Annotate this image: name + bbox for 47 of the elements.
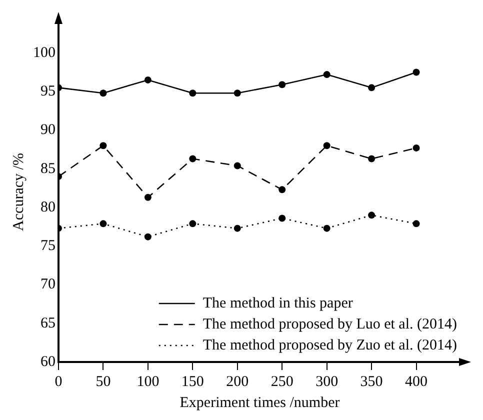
y-tick-label: 85	[40, 160, 56, 177]
point	[412, 144, 420, 152]
point	[100, 220, 107, 228]
x-tick-label: 150	[181, 374, 204, 390]
point	[234, 162, 241, 170]
x-tick-label: 100	[136, 374, 160, 390]
x-axis-title: Experiment times /number	[180, 394, 340, 411]
x-tick-label: 400	[405, 374, 428, 390]
legend-label: The method proposed by Luo et al. (2014)	[202, 316, 458, 332]
point	[100, 142, 107, 150]
y-tick-label: 75	[40, 238, 56, 254]
y-tick-label: 100	[33, 44, 56, 61]
legend-label: The method proposed by Zuo et al. (2014)	[202, 337, 458, 354]
point	[368, 155, 376, 162]
point	[323, 142, 330, 150]
point	[234, 224, 241, 232]
x-tick-label: 50	[96, 374, 111, 390]
x-tick-label: 300	[316, 374, 338, 390]
x-tick-label: 200	[226, 374, 249, 390]
point	[189, 220, 196, 228]
point	[323, 71, 330, 78]
point	[412, 220, 420, 228]
point	[278, 81, 286, 88]
point	[144, 233, 152, 240]
point	[234, 90, 241, 97]
point	[278, 186, 286, 194]
point	[189, 90, 196, 97]
y-tick-label: 95	[40, 83, 56, 100]
y-tick-label: 65	[40, 315, 56, 332]
point	[278, 214, 286, 222]
point	[323, 224, 330, 232]
y-tick-label: 90	[40, 122, 56, 138]
point	[100, 90, 107, 97]
x-tick-label: 250	[270, 374, 294, 390]
legend-label: The method in this paper	[202, 295, 353, 312]
x-tick-label: 350	[360, 374, 383, 390]
y-tick-label: 60	[40, 354, 56, 370]
x-tick-label: 0	[54, 374, 62, 390]
point	[189, 155, 196, 162]
y-tick-label: 70	[40, 276, 56, 293]
point	[368, 84, 376, 92]
point	[144, 76, 152, 84]
y-tick-label: 80	[40, 199, 56, 216]
point	[144, 194, 152, 201]
point	[368, 212, 376, 219]
point	[412, 68, 420, 76]
y-axis-title: Accuracy /%	[10, 153, 27, 231]
